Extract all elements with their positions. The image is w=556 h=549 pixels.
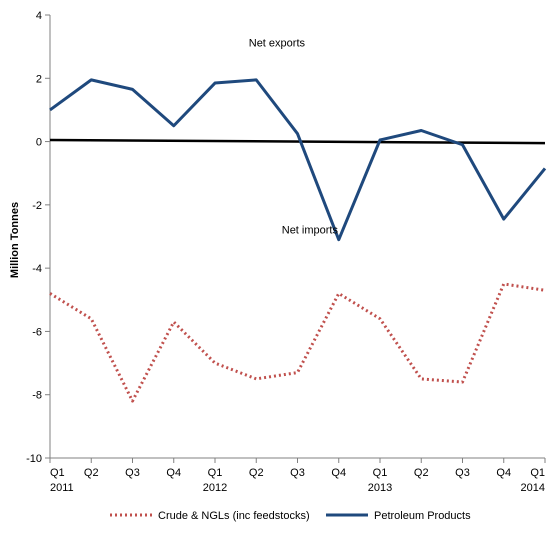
x-year-label: 2012	[203, 482, 227, 494]
y-tick-label: -2	[32, 200, 42, 212]
x-tick-label: Q1	[208, 467, 223, 479]
y-tick-label: 2	[36, 73, 42, 85]
legend-label: Petroleum Products	[374, 510, 471, 522]
x-year-label: 2013	[368, 482, 392, 494]
series-line-1	[49, 78, 547, 242]
x-tick-label: Q2	[249, 467, 264, 479]
x-tick-label: Q2	[84, 467, 99, 479]
legend: Crude & NGLs (inc feedstocks) Petroleum P…	[110, 510, 471, 522]
x-tick-label: Q1	[373, 467, 388, 479]
x-year-label: 2011	[50, 482, 74, 494]
y-tick-label: 0	[36, 137, 42, 149]
y-tick-label: -4	[32, 263, 42, 275]
annotations: Net exports Net imports	[249, 38, 339, 237]
x-tick-label: Q4	[496, 467, 511, 479]
x-tick-label: Q2	[414, 467, 429, 479]
x-tick-label: Q1	[50, 467, 65, 479]
y-tick-label: -10	[26, 453, 42, 465]
x-tick-label: Q1	[530, 467, 545, 479]
x-tick-labels: Q1 2011 Q2 Q3 Q4 Q1 2012 Q2 Q3 Q4 Q1 2013 Q2 Q3 Q4 Q1 20…	[49, 458, 546, 494]
series-line-0	[49, 282, 546, 403]
y-tick-labels: 4 2 0 -2 -4 -6 -8 -10	[26, 10, 50, 465]
chart-axes	[49, 15, 545, 459]
zero-line	[49, 138, 546, 145]
x-tick-label: Q4	[331, 467, 346, 479]
legend-label: Crude & NGLs (inc feedstocks)	[158, 510, 310, 522]
x-year-label: 2014	[521, 482, 545, 494]
y-axis-label: Million Tonnes	[9, 202, 21, 278]
y-tick-label: -8	[32, 390, 42, 402]
annotation: Net exports	[249, 38, 306, 50]
x-tick-label: Q3	[125, 467, 140, 479]
series-lines	[49, 78, 547, 403]
x-tick-label: Q4	[166, 467, 181, 479]
x-tick-label: Q3	[290, 467, 305, 479]
zero-line-mark	[49, 138, 546, 145]
y-tick-label: 4	[36, 10, 42, 22]
y-tick-label: -6	[32, 326, 42, 338]
x-tick-label: Q3	[455, 467, 470, 479]
annotation: Net imports	[282, 224, 339, 236]
